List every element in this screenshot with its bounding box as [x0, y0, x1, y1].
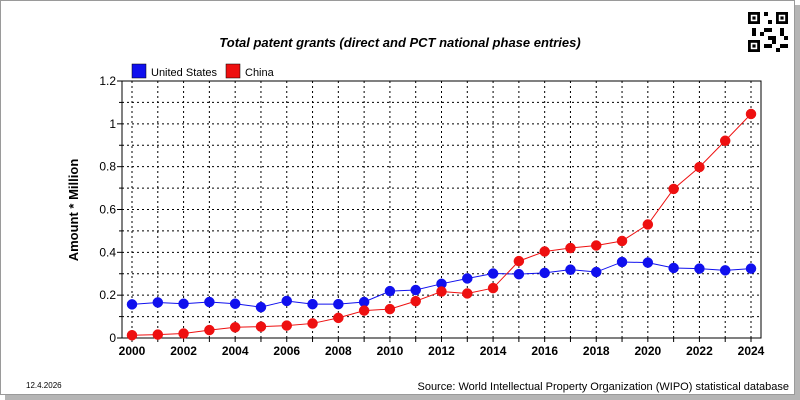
data-point	[307, 298, 318, 310]
data-point	[229, 298, 241, 309]
data-point	[642, 257, 654, 268]
data-point	[694, 263, 705, 274]
data-point	[410, 284, 421, 296]
grid	[122, 81, 761, 338]
data-point	[565, 242, 576, 254]
y-tick-label: 0.2	[99, 288, 116, 302]
data-point	[719, 135, 731, 147]
x-tick-label: 2004	[222, 344, 249, 358]
data-point	[152, 297, 164, 308]
data-point	[513, 255, 525, 267]
data-point	[204, 296, 215, 308]
data-point	[358, 305, 370, 316]
x-tick-label: 2016	[531, 344, 558, 358]
chart-title: Total patent grants (direct and PCT nati…	[219, 35, 580, 50]
data-point	[668, 262, 679, 274]
y-tick-label: 0.6	[99, 203, 116, 217]
x-tick-label: 2020	[634, 344, 661, 358]
data-point	[333, 298, 344, 310]
qr-code-icon	[748, 12, 788, 52]
data-point	[565, 264, 576, 275]
data-point	[178, 298, 189, 309]
legend: United States China	[131, 63, 275, 79]
data-point	[281, 320, 292, 331]
data-point	[281, 295, 292, 307]
data-point	[642, 219, 654, 230]
data-point	[591, 240, 602, 251]
y-tick-label: 0.4	[99, 245, 116, 259]
x-tick-label: 2010	[377, 344, 404, 358]
data-point	[152, 329, 164, 340]
data-point	[255, 321, 267, 332]
data-point	[333, 312, 344, 324]
data-point	[126, 299, 138, 310]
axes: 0 0.2 0.4 0.6 0.8 1 1.2 2000 2002 2004 2006 2008 201…	[99, 74, 764, 358]
data-point	[745, 263, 757, 274]
y-tick-label: 1.2	[99, 74, 116, 88]
x-tick-label: 2000	[119, 344, 146, 358]
series-china	[126, 108, 757, 341]
legend-label: United States	[151, 67, 218, 79]
x-tick-label: 2018	[583, 344, 610, 358]
data-point	[745, 108, 757, 120]
legend-swatch	[225, 63, 241, 79]
data-point	[204, 324, 215, 336]
x-tick-label: 2024	[738, 344, 765, 358]
series-united-states	[126, 256, 757, 313]
data-point	[487, 268, 499, 279]
data-point	[436, 286, 447, 297]
source-note: Source: World Intellectual Property Orga…	[417, 381, 789, 393]
data-point	[539, 246, 550, 257]
x-tick-label: 2008	[325, 344, 352, 358]
data-point	[539, 267, 550, 279]
data-point	[178, 328, 189, 339]
y-tick-label: 1	[109, 117, 116, 131]
x-tick-label: 2014	[480, 344, 507, 358]
y-axis-label: Amount * Million	[66, 159, 81, 262]
x-tick-label: 2022	[686, 344, 713, 358]
x-tick-label: 2012	[428, 344, 455, 358]
data-point	[229, 322, 241, 333]
series-layer	[126, 108, 757, 341]
legend-swatch	[131, 63, 147, 79]
print-date: 12.4.2026	[26, 381, 62, 390]
data-point	[410, 295, 421, 307]
data-point	[384, 285, 396, 297]
data-point	[719, 265, 731, 276]
data-point	[126, 329, 138, 341]
data-point	[591, 266, 602, 278]
data-point	[513, 268, 525, 280]
y-tick-label: 0.8	[99, 160, 116, 174]
data-point	[384, 303, 396, 315]
data-point	[462, 273, 473, 284]
x-tick-label: 2006	[273, 344, 300, 358]
data-point	[462, 288, 473, 299]
data-point	[616, 235, 628, 247]
data-point	[694, 161, 705, 173]
data-point	[487, 282, 499, 294]
data-point	[616, 256, 628, 268]
y-tick-label: 0	[109, 331, 116, 345]
data-point	[307, 318, 318, 329]
legend-label: China	[245, 67, 275, 79]
data-point	[668, 183, 679, 195]
data-point	[255, 301, 267, 313]
x-tick-label: 2002	[170, 344, 197, 358]
